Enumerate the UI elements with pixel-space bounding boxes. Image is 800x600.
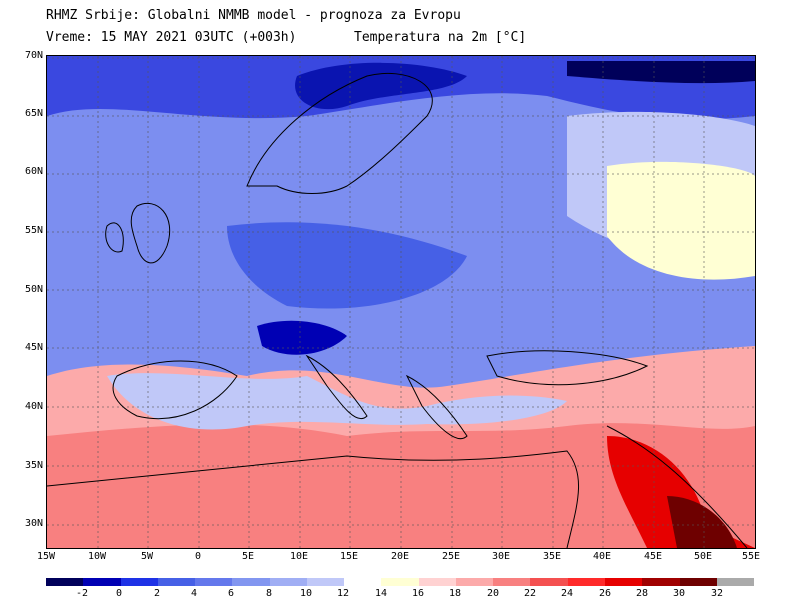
- scale-label-16: 16: [411, 588, 425, 599]
- scale-label-22: 22: [523, 588, 537, 599]
- scale-label-28: 28: [635, 588, 649, 599]
- alps-cold: [257, 320, 347, 355]
- scale-label-26: 26: [598, 588, 612, 599]
- scale-swatch: [269, 578, 307, 586]
- scale-swatch: [195, 578, 233, 586]
- scale-swatch: [604, 578, 643, 586]
- scale-swatch: [381, 578, 419, 586]
- scale-label-12: 12: [336, 588, 350, 599]
- scale-label-2: 2: [153, 588, 161, 599]
- lat-label-30n: 30N: [24, 518, 43, 529]
- scale-label-30: 30: [672, 588, 686, 599]
- lon-label-15e: 15E: [339, 551, 359, 562]
- scale-swatch: [46, 578, 84, 586]
- lon-label-0: 0: [194, 551, 202, 562]
- lon-label-15w: 15W: [36, 551, 56, 562]
- color-scale: [46, 578, 755, 586]
- east-warm: [607, 161, 755, 280]
- lat-label-35n: 35N: [24, 460, 43, 471]
- central-europe: [227, 222, 467, 309]
- lat-label-60n: 60N: [24, 166, 43, 177]
- scale-swatch: [344, 578, 382, 586]
- lat-label-50n: 50N: [24, 284, 43, 295]
- lat-label-40n: 40N: [24, 401, 43, 412]
- map-title: RHMZ Srbije: Globalni NMMB model - progn…: [46, 8, 461, 23]
- lat-label-65n: 65N: [24, 108, 43, 119]
- lat-label-55n: 55N: [24, 225, 43, 236]
- lon-label-20e: 20E: [390, 551, 410, 562]
- scale-swatch: [530, 578, 568, 586]
- lon-label-5w: 5W: [140, 551, 154, 562]
- scale-swatch: [716, 578, 755, 586]
- coastlines: [47, 72, 748, 548]
- scale-label-m2: -2: [75, 588, 89, 599]
- gulf-hottest: [667, 496, 737, 548]
- forecast-time: Vreme: 15 MAY 2021 03UTC (+003h): [46, 30, 297, 45]
- scale-swatch: [455, 578, 494, 586]
- scale-label-0: 0: [115, 588, 123, 599]
- graticule: [47, 56, 755, 548]
- africa-hot: [47, 423, 755, 548]
- lon-label-35e: 35E: [542, 551, 562, 562]
- scale-label-20: 20: [486, 588, 500, 599]
- lon-label-25e: 25E: [441, 551, 461, 562]
- scandinavia-cold: [295, 62, 467, 110]
- scale-swatch: [306, 578, 345, 586]
- scale-label-10: 10: [299, 588, 313, 599]
- scale-label-24: 24: [560, 588, 574, 599]
- lon-label-10w: 10W: [87, 551, 107, 562]
- lon-label-40e: 40E: [592, 551, 612, 562]
- arctic-coldest: [567, 61, 755, 84]
- arabia-hot: [607, 436, 755, 548]
- scale-swatch: [567, 578, 605, 586]
- lat-label-70n: 70N: [24, 50, 43, 61]
- variable-title: Temperatura na 2m [°C]: [354, 30, 527, 45]
- lat-label-45n: 45N: [24, 342, 43, 353]
- scale-swatch: [232, 578, 270, 586]
- lon-label-10e: 10E: [289, 551, 309, 562]
- scale-swatch: [642, 578, 680, 586]
- scale-label-18: 18: [448, 588, 462, 599]
- scale-swatch: [120, 578, 158, 586]
- temperature-map: [46, 55, 756, 549]
- map-canvas: [47, 56, 755, 548]
- scale-label-6: 6: [227, 588, 235, 599]
- lon-label-30e: 30E: [491, 551, 511, 562]
- scale-label-32: 32: [710, 588, 724, 599]
- lon-label-45e: 45E: [643, 551, 663, 562]
- scale-swatch: [679, 578, 717, 586]
- lon-label-50e: 50E: [693, 551, 713, 562]
- scale-swatch: [493, 578, 531, 586]
- lon-label-55e: 55E: [741, 551, 761, 562]
- scale-swatch: [83, 578, 121, 586]
- scale-swatch: [418, 578, 456, 586]
- scale-label-8: 8: [265, 588, 273, 599]
- scale-swatch: [157, 578, 196, 586]
- scale-label-14: 14: [374, 588, 388, 599]
- lon-label-5e: 5E: [241, 551, 255, 562]
- scale-label-4: 4: [190, 588, 198, 599]
